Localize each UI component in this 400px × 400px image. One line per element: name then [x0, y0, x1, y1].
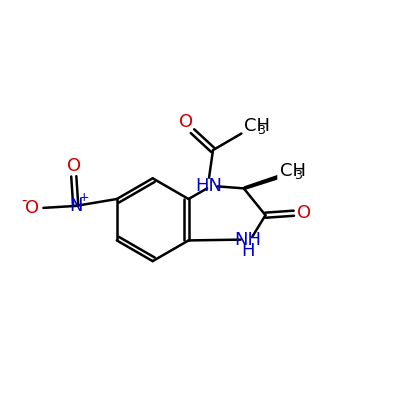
Text: CH: CH [280, 162, 306, 180]
Text: NH: NH [234, 231, 261, 249]
Text: O: O [180, 114, 194, 132]
Text: 3: 3 [257, 124, 265, 137]
Text: CH: CH [244, 118, 270, 136]
Text: N: N [69, 197, 82, 215]
Text: -: - [21, 192, 26, 208]
Text: +: + [78, 191, 89, 204]
Text: O: O [25, 199, 40, 217]
Text: O: O [67, 158, 81, 176]
Text: O: O [297, 204, 311, 222]
Text: HN: HN [196, 177, 222, 195]
Text: H: H [241, 242, 254, 260]
Polygon shape [244, 175, 277, 190]
Text: 3: 3 [294, 169, 302, 182]
